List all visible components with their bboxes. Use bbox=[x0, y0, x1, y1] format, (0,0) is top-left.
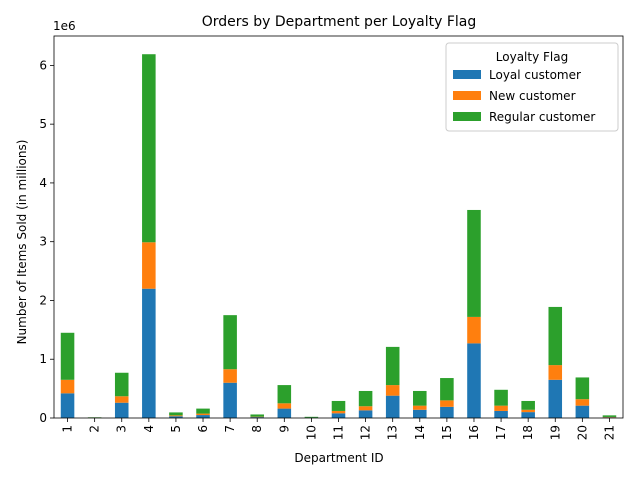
x-tick-label: 11 bbox=[332, 425, 346, 440]
y-tick-label: 3 bbox=[39, 235, 47, 249]
bar-dept-1-series-0 bbox=[61, 393, 75, 418]
y-axis-offset-label: 1e6 bbox=[53, 19, 76, 33]
bar-dept-9-series-1 bbox=[278, 403, 292, 408]
x-tick-label: 14 bbox=[413, 425, 427, 440]
bar-dept-14-series-1 bbox=[413, 406, 427, 410]
x-tick-label: 5 bbox=[169, 425, 183, 433]
bar-dept-13-series-0 bbox=[386, 396, 400, 418]
bar-dept-15-series-2 bbox=[440, 378, 454, 400]
legend-label-0: Loyal customer bbox=[489, 68, 581, 82]
x-tick-label: 17 bbox=[494, 425, 508, 440]
bar-dept-14-series-2 bbox=[413, 391, 427, 406]
bar-dept-18-series-2 bbox=[521, 401, 535, 410]
bar-dept-4-series-1 bbox=[142, 242, 156, 288]
bar-dept-13-series-1 bbox=[386, 385, 400, 396]
legend-swatch-2 bbox=[453, 112, 481, 121]
bar-dept-3-series-0 bbox=[115, 403, 129, 418]
bar-dept-18-series-0 bbox=[521, 412, 535, 418]
bar-dept-12-series-1 bbox=[359, 406, 373, 410]
bar-dept-7-series-1 bbox=[223, 369, 237, 383]
bar-dept-6-series-0 bbox=[196, 415, 210, 418]
bar-dept-5-series-2 bbox=[169, 412, 183, 415]
legend-swatch-1 bbox=[453, 91, 481, 100]
legend: Loyalty Flag Loyal customer New customer Re… bbox=[446, 43, 618, 131]
legend-title: Loyalty Flag bbox=[496, 50, 568, 64]
x-tick-label: 13 bbox=[386, 425, 400, 440]
bar-dept-10-series-2 bbox=[305, 417, 319, 418]
y-tick-label: 6 bbox=[39, 58, 47, 72]
bar-dept-6-series-2 bbox=[196, 409, 210, 414]
bar-dept-19-series-1 bbox=[548, 365, 562, 380]
x-tick-label: 4 bbox=[142, 425, 156, 433]
bar-dept-16-series-0 bbox=[467, 343, 481, 418]
bar-dept-4-series-0 bbox=[142, 289, 156, 418]
bar-dept-5-series-1 bbox=[169, 415, 183, 416]
x-tick-label: 15 bbox=[440, 425, 454, 440]
x-tick-label: 3 bbox=[115, 425, 129, 433]
bar-dept-1-series-2 bbox=[61, 333, 75, 380]
legend-swatch-0 bbox=[453, 70, 481, 79]
bar-dept-8-series-2 bbox=[250, 414, 264, 416]
bar-dept-13-series-2 bbox=[386, 347, 400, 385]
bar-dept-4-series-2 bbox=[142, 54, 156, 242]
x-tick-label: 7 bbox=[223, 425, 237, 433]
x-tick-label: 8 bbox=[250, 425, 264, 433]
bar-dept-14-series-0 bbox=[413, 410, 427, 418]
x-tick-label: 16 bbox=[467, 425, 481, 440]
bar-dept-3-series-2 bbox=[115, 373, 129, 397]
bar-dept-20-series-1 bbox=[576, 399, 590, 405]
bar-dept-9-series-0 bbox=[278, 409, 292, 418]
x-tick-label: 6 bbox=[196, 425, 210, 433]
bar-dept-16-series-2 bbox=[467, 210, 481, 317]
legend-label-1: New customer bbox=[489, 89, 576, 103]
bar-dept-15-series-0 bbox=[440, 407, 454, 418]
bar-dept-11-series-0 bbox=[332, 413, 346, 418]
bar-dept-6-series-1 bbox=[196, 414, 210, 415]
y-tick-label: 5 bbox=[39, 117, 47, 131]
bar-dept-17-series-2 bbox=[494, 390, 508, 406]
bar-dept-17-series-1 bbox=[494, 406, 508, 411]
chart-title: Orders by Department per Loyalty Flag bbox=[202, 14, 477, 30]
x-tick-label: 1 bbox=[61, 425, 75, 433]
y-tick-label: 1 bbox=[39, 352, 47, 366]
bar-dept-7-series-0 bbox=[223, 383, 237, 418]
x-tick-label: 20 bbox=[575, 425, 589, 440]
bar-dept-19-series-0 bbox=[548, 380, 562, 418]
bar-dept-12-series-0 bbox=[359, 410, 373, 418]
y-tick-label: 4 bbox=[39, 176, 47, 190]
x-tick-label: 2 bbox=[88, 425, 102, 433]
legend-label-2: Regular customer bbox=[489, 110, 595, 124]
x-tick-label: 19 bbox=[548, 425, 562, 440]
bar-dept-17-series-0 bbox=[494, 411, 508, 418]
x-tick-label: 12 bbox=[359, 425, 373, 440]
y-tick-label: 2 bbox=[39, 293, 47, 307]
x-tick-label: 18 bbox=[521, 425, 535, 440]
x-axis-label: Department ID bbox=[294, 451, 383, 465]
bar-dept-21-series-2 bbox=[603, 415, 617, 417]
x-tick-label: 21 bbox=[602, 425, 616, 440]
bar-dept-9-series-2 bbox=[278, 385, 292, 403]
bar-dept-11-series-1 bbox=[332, 411, 346, 413]
bar-dept-18-series-1 bbox=[521, 410, 535, 412]
bar-dept-11-series-2 bbox=[332, 401, 346, 411]
bar-dept-15-series-1 bbox=[440, 400, 454, 406]
x-tick-label: 10 bbox=[304, 425, 318, 440]
bar-dept-7-series-2 bbox=[223, 315, 237, 369]
y-tick-label: 0 bbox=[39, 411, 47, 425]
bar-dept-12-series-2 bbox=[359, 391, 373, 406]
y-axis-label: Number of Items Sold (in millions) bbox=[15, 140, 29, 345]
bar-dept-1-series-1 bbox=[61, 380, 75, 394]
x-tick-label: 9 bbox=[277, 425, 291, 433]
bar-dept-19-series-2 bbox=[548, 307, 562, 365]
bar-dept-16-series-1 bbox=[467, 317, 481, 343]
bar-dept-20-series-0 bbox=[576, 406, 590, 418]
bar-dept-20-series-2 bbox=[576, 377, 590, 399]
bar-dept-3-series-1 bbox=[115, 396, 129, 402]
